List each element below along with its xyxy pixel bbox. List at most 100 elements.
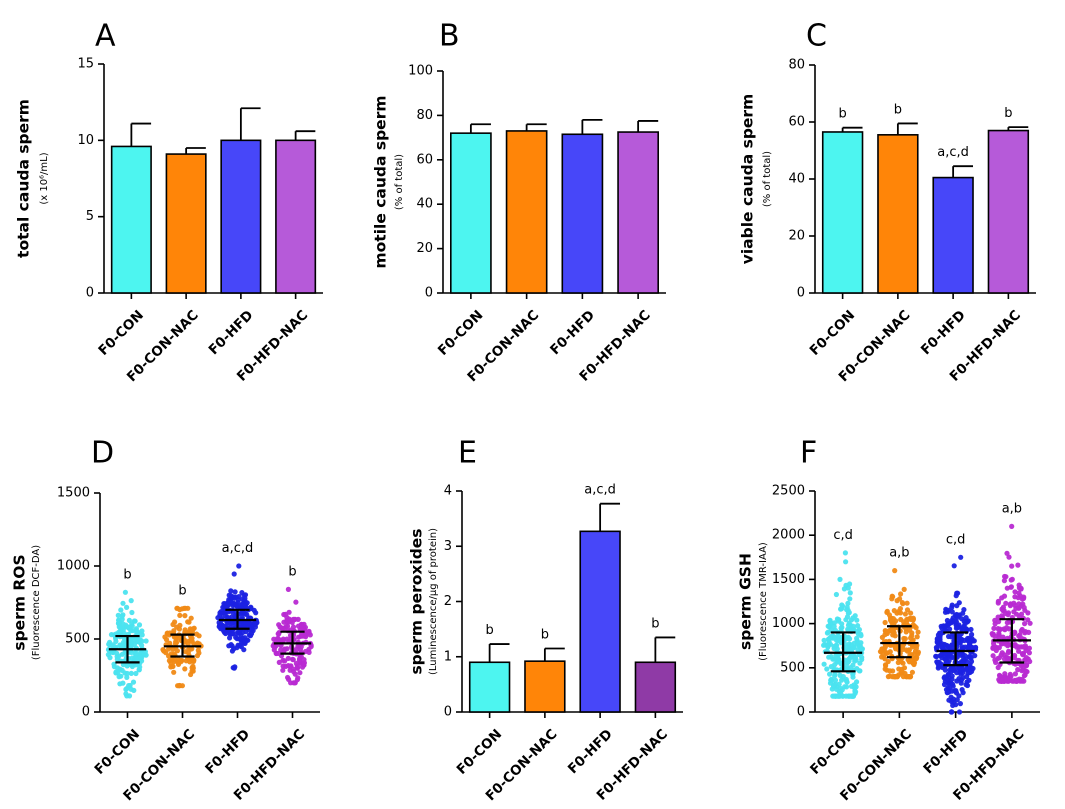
data-point [1008, 577, 1014, 583]
y-tick-label: 40 [416, 197, 433, 212]
data-point [836, 617, 842, 623]
data-point [954, 678, 960, 684]
data-point [136, 667, 142, 673]
data-point [996, 672, 1003, 679]
data-point [846, 656, 852, 662]
bar [561, 133, 604, 294]
significance-label: b [178, 583, 186, 598]
data-point [229, 630, 235, 637]
data-point [908, 610, 914, 616]
data-point [992, 644, 999, 650]
data-point [291, 616, 298, 623]
bar [987, 129, 1030, 294]
data-point [935, 665, 941, 671]
data-point [892, 568, 898, 574]
data-point [241, 647, 247, 653]
bar [877, 134, 919, 294]
data-point [893, 646, 899, 652]
significance-label: a,c,d [937, 145, 969, 160]
data-point [128, 670, 134, 677]
data-point [242, 638, 248, 644]
data-point [839, 602, 845, 608]
bar [932, 176, 974, 294]
data-point [962, 644, 968, 650]
data-point [293, 660, 299, 667]
significance-label: b [288, 564, 296, 579]
data-point [280, 667, 286, 673]
data-point [287, 663, 293, 670]
data-point [942, 624, 948, 630]
data-point [1001, 656, 1008, 662]
data-point [1017, 593, 1023, 599]
data-point [854, 679, 860, 685]
x-category-label: F0-CON [454, 726, 506, 778]
data-point [949, 654, 956, 661]
data-point [1007, 603, 1014, 609]
data-point [836, 689, 842, 695]
data-point [858, 633, 864, 639]
y-tick-label: 40 [788, 172, 805, 187]
data-point [177, 682, 183, 689]
data-point [999, 678, 1005, 684]
data-point [1022, 643, 1028, 649]
data-point [294, 677, 300, 683]
data-point [1008, 584, 1015, 590]
data-point [833, 591, 840, 598]
data-point [995, 600, 1001, 606]
data-point [124, 604, 130, 611]
data-point [996, 619, 1002, 625]
y-axis-title: total cauda sperm [15, 99, 33, 258]
y-axis-units: (Fluorescence DCF-DA) [31, 545, 42, 660]
data-point [1015, 667, 1021, 673]
data-point [837, 672, 843, 679]
y-axis-units: (Luminescence/µg of protein) [428, 528, 439, 675]
x-category-label: F0-CON [92, 726, 144, 778]
data-point [1006, 648, 1012, 654]
data-point [283, 663, 289, 670]
data-point [1023, 663, 1029, 669]
data-point [847, 581, 853, 587]
data-point [124, 674, 130, 681]
data-point [291, 680, 297, 686]
data-point [997, 627, 1003, 633]
data-point [290, 656, 296, 663]
data-point [233, 603, 239, 609]
data-point [910, 616, 917, 623]
data-point [224, 601, 230, 607]
data-point [306, 649, 312, 656]
significance-label: b [123, 567, 131, 582]
data-point [126, 683, 132, 689]
significance-label: a,b [889, 546, 909, 561]
y-tick-label: 500 [780, 660, 805, 675]
data-point [952, 618, 958, 624]
data-point [821, 661, 827, 667]
data-point [884, 667, 890, 673]
data-point [223, 630, 229, 637]
data-point [844, 679, 850, 685]
data-point [943, 656, 949, 663]
data-point [128, 649, 134, 656]
y-tick-label: 3 [444, 539, 452, 554]
data-point [111, 664, 117, 670]
data-point [171, 669, 177, 675]
data-point [308, 643, 314, 650]
data-point [821, 637, 827, 643]
data-point [913, 643, 919, 649]
data-point [842, 550, 849, 556]
y-tick-label: 0 [444, 705, 452, 720]
y-tick-label: 80 [416, 108, 433, 123]
y-tick-label: 100 [408, 64, 433, 79]
data-point [168, 651, 174, 657]
data-point [995, 614, 1001, 620]
data-point [1027, 658, 1033, 665]
data-point [990, 653, 996, 659]
data-point [835, 693, 841, 699]
data-point [115, 620, 122, 626]
data-point [935, 632, 942, 638]
data-point [902, 611, 909, 617]
y-tick-label: 15 [77, 57, 94, 72]
bar [821, 131, 864, 294]
data-point [824, 666, 830, 672]
